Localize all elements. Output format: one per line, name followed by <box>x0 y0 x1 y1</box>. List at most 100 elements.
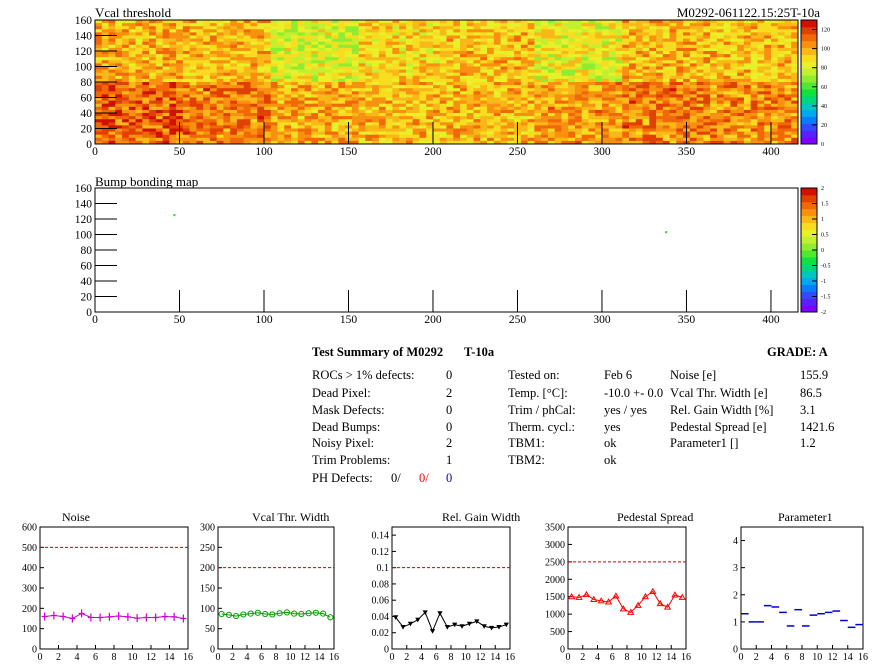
heatmap-cell <box>426 134 434 139</box>
heatmap-cell <box>703 47 711 52</box>
heatmap-cell <box>365 140 373 145</box>
heatmap-cell <box>622 41 630 46</box>
heatmap-cell <box>480 47 488 52</box>
heatmap-cell <box>493 85 501 89</box>
heatmap-cell <box>534 97 542 101</box>
x-tick-label: 12 <box>146 652 156 663</box>
heatmap-cell <box>257 137 265 142</box>
heatmap-cell <box>554 20 562 24</box>
heatmap-cell <box>318 134 326 139</box>
heatmap-cell <box>750 20 758 24</box>
heatmap-cell <box>135 20 143 24</box>
heatmap-cell <box>784 100 792 104</box>
heatmap-cell <box>412 54 420 58</box>
heatmap-cell <box>527 106 535 111</box>
heatmap-cell <box>216 66 224 70</box>
heatmap-cell <box>683 26 691 30</box>
heatmap-cell <box>601 44 610 49</box>
heatmap-cell <box>473 75 481 80</box>
heatmap-cell <box>270 20 278 24</box>
heatmap-cell <box>162 63 170 67</box>
heatmap-cell <box>392 32 400 36</box>
heatmap-cell <box>135 72 143 77</box>
heatmap-cell <box>710 26 718 30</box>
heatmap-cell <box>318 94 326 98</box>
heatmap-cell <box>743 119 751 123</box>
heatmap-cell <box>446 78 454 83</box>
heatmap-cell <box>122 97 130 101</box>
heatmap-cell <box>142 44 150 49</box>
heatmap-cell <box>243 78 251 83</box>
heatmap-cell <box>527 91 535 95</box>
heatmap-cell <box>527 128 535 132</box>
heatmap-cell <box>568 85 576 89</box>
heatmap-cell <box>196 78 204 83</box>
heatmap-cell <box>250 29 258 33</box>
heatmap-cell <box>345 60 353 64</box>
heatmap-cell <box>399 41 407 46</box>
heatmap-cell <box>432 66 441 70</box>
heatmap-cell <box>405 29 414 33</box>
heatmap-cell <box>669 88 677 92</box>
heatmap-cell <box>534 85 542 89</box>
heatmap-cell <box>176 41 184 46</box>
heatmap-cell <box>372 75 380 80</box>
heatmap-cell <box>162 106 170 111</box>
plot-frame <box>94 187 799 313</box>
heatmap-cell <box>216 57 224 61</box>
heatmap-cell <box>683 85 691 89</box>
heatmap-cell <box>629 106 637 111</box>
heatmap-cell <box>737 137 745 142</box>
heatmap-cell <box>338 131 346 135</box>
heatmap-cell <box>527 38 535 42</box>
heatmap-cell <box>155 51 163 55</box>
y-tick-label: 160 <box>75 15 93 27</box>
heatmap-cell <box>378 116 386 120</box>
heatmap-cell <box>649 44 657 49</box>
heatmap-cell <box>419 113 427 117</box>
heatmap-cell <box>716 78 724 83</box>
heatmap-cell <box>480 20 488 24</box>
heatmap-cell <box>122 32 130 36</box>
heatmap-cell <box>615 88 623 92</box>
heatmap-cell <box>372 137 380 142</box>
heatmap-cell <box>710 57 718 61</box>
heatmap-cell <box>358 140 366 145</box>
heatmap-cell <box>703 38 711 42</box>
heatmap-cell <box>723 106 731 111</box>
heatmap-cell <box>304 94 312 98</box>
heatmap-cell <box>770 134 779 139</box>
heatmap-cell <box>412 78 420 83</box>
heatmap-cell <box>757 82 765 86</box>
heatmap-cell <box>622 20 630 24</box>
heatmap-cell <box>493 20 501 24</box>
heatmap-cell <box>568 66 576 70</box>
heatmap-cell <box>669 38 677 42</box>
heatmap-cell <box>696 41 704 46</box>
heatmap-cell <box>608 100 616 104</box>
heatmap-cell <box>601 66 610 70</box>
heatmap-cell <box>108 32 116 36</box>
heatmap-cell <box>710 69 718 73</box>
heatmap-cell <box>662 23 670 27</box>
heatmap-cell <box>345 72 353 77</box>
heatmap-cell <box>743 91 751 95</box>
heatmap-cell <box>460 75 468 80</box>
heatmap-cell <box>345 100 353 104</box>
heatmap-cell <box>236 82 245 86</box>
colorbar-band <box>801 75 817 83</box>
heatmap-cell <box>203 137 211 142</box>
heatmap-cell <box>568 122 576 126</box>
heatmap-cell <box>291 103 299 108</box>
heatmap-cell <box>696 69 704 73</box>
heatmap-cell <box>703 122 711 126</box>
heatmap-cell <box>770 78 779 83</box>
heatmap-cell <box>615 47 623 52</box>
heatmap-cell <box>358 137 366 142</box>
colorbar-band <box>801 284 817 292</box>
heatmap-cell <box>676 75 684 80</box>
heatmap-cell <box>365 91 373 95</box>
heatmap-cell <box>338 78 346 83</box>
heatmap-cell <box>196 35 204 39</box>
heatmap-cell <box>209 140 217 145</box>
